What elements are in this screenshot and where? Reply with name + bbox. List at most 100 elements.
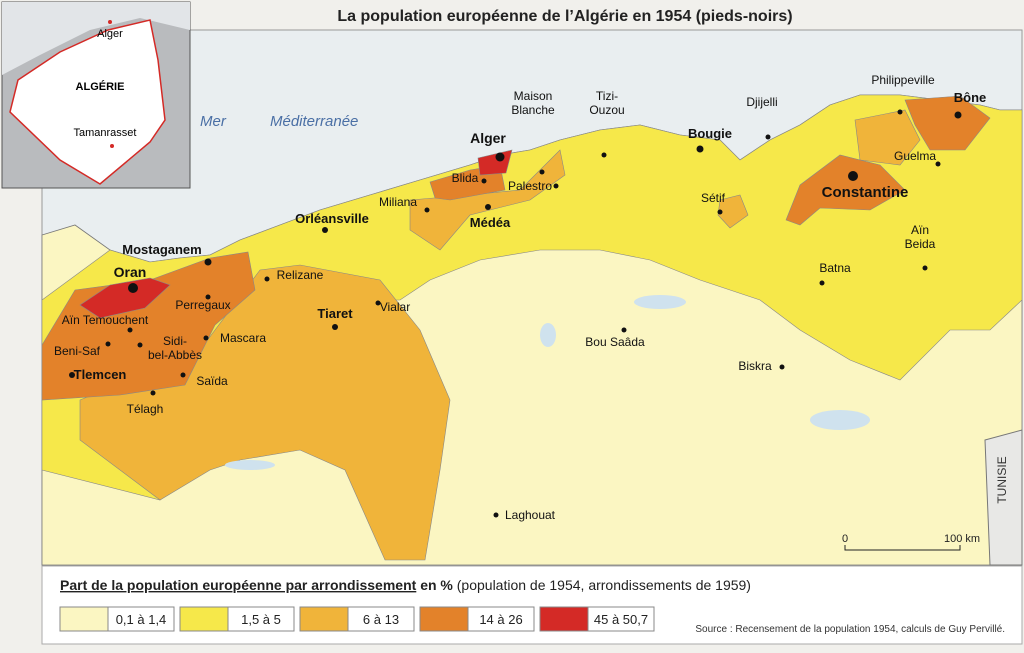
legend-swatch — [299, 606, 349, 632]
place-dot — [485, 204, 491, 210]
place-label: Aïn Temouchent — [62, 313, 149, 327]
legend-items: 0,1 à 1,4 1,5 à 5 6 à 13 14 à 26 45 à 50,7 — [59, 606, 655, 632]
place-label: Tlemcen — [74, 367, 127, 382]
lake — [225, 460, 275, 470]
place-label: Guelma — [894, 149, 936, 163]
place-label: Batna — [819, 261, 851, 275]
place-dot — [553, 183, 559, 189]
inset-algeria — [9, 19, 166, 185]
legend-label: 0,1 à 1,4 — [116, 612, 167, 627]
place-label: Biskra — [738, 359, 772, 373]
place-dot — [819, 280, 825, 286]
inset-label: Alger — [97, 28, 123, 40]
legend-cell — [107, 606, 175, 632]
place-dot — [935, 161, 941, 167]
place-label: Bône — [954, 90, 987, 105]
place-label: Orléansville — [295, 211, 369, 226]
place-label: Perregaux — [175, 298, 230, 312]
place-label: Beni-Saf — [54, 344, 101, 358]
inset-label: ALGÉRIE — [76, 80, 125, 93]
legend-heading: Part de la population européenne par arr… — [60, 577, 751, 593]
place-label: bel-Abbès — [148, 348, 202, 362]
place-dot — [424, 207, 430, 213]
place-label: Bougie — [688, 126, 732, 141]
place-dot — [779, 364, 785, 370]
legend-swatch — [179, 606, 229, 632]
place-dot — [375, 300, 381, 306]
place-dot — [137, 342, 143, 348]
place-label: Relizane — [277, 268, 324, 282]
place-dot — [322, 227, 328, 233]
place-label: Télagh — [127, 402, 164, 416]
place-label: Blida — [452, 171, 479, 185]
place-label: Djijelli — [746, 95, 777, 109]
place-label: Vialar — [380, 300, 410, 314]
place-label: Beida — [905, 237, 936, 251]
place-dot — [332, 324, 338, 330]
place-dot — [105, 341, 111, 347]
neighbor-country — [984, 429, 1023, 566]
legend-cell — [347, 606, 415, 632]
place-label: Médéa — [470, 215, 511, 230]
legend-cell — [587, 606, 655, 632]
place-dot — [495, 152, 505, 162]
legend-title: Part de la population européenne par arr… — [60, 577, 417, 593]
scale-label: 100 km — [944, 533, 980, 545]
title: La population européenne de l’Algérie en… — [337, 8, 792, 25]
sea-label: Mer — [200, 113, 227, 130]
legend-cell — [227, 606, 295, 632]
place-label: Alger — [470, 130, 506, 146]
legend-swatch — [419, 606, 469, 632]
place-label: Miliana — [379, 195, 417, 209]
zone-dark-orange — [904, 95, 991, 151]
place-dot — [621, 327, 627, 333]
scale-bar — [844, 545, 961, 551]
neighbor-label: TUNISIE — [995, 456, 1009, 503]
place-label: Mostaganem — [122, 242, 201, 257]
place-dot — [601, 152, 607, 158]
place-dot — [128, 283, 138, 293]
place-dot — [204, 258, 212, 266]
zone-red — [79, 277, 171, 319]
place-label: Constantine — [822, 184, 909, 201]
place-dot — [765, 134, 771, 140]
lake — [540, 323, 556, 347]
zone-yellow — [41, 94, 1023, 501]
legend-label: 6 à 13 — [363, 612, 399, 627]
place-label: Palestro — [508, 179, 552, 193]
zone-orange — [854, 109, 921, 166]
place-dot — [696, 145, 704, 153]
place-dot — [717, 209, 723, 215]
place-dot — [848, 171, 858, 181]
place-dot — [150, 390, 156, 396]
sea-label: Méditerranée — [270, 113, 358, 130]
place-label: Blanche — [511, 103, 555, 117]
inset-dot — [110, 144, 114, 148]
inset-label: Tamanrasset — [74, 127, 137, 139]
scale-label: 0 — [842, 533, 848, 545]
place-label: Mascara — [220, 331, 266, 345]
legend-swatch — [59, 606, 109, 632]
place-label: Maison — [514, 89, 553, 103]
place-dot — [539, 169, 545, 175]
legend-swatch — [539, 606, 589, 632]
place-dot — [954, 111, 962, 119]
inset-dot — [108, 20, 112, 24]
zone-dark-orange — [785, 154, 906, 226]
place-dot — [481, 178, 487, 184]
legend-cell — [467, 606, 535, 632]
legend-label: 14 à 26 — [479, 612, 522, 627]
lake — [634, 295, 686, 309]
place-label: Ouzou — [589, 103, 624, 117]
place-label: Laghouat — [505, 508, 556, 522]
place-label: Oran — [114, 264, 147, 280]
place-dot — [69, 372, 75, 378]
legend-label: 45 à 50,7 — [594, 612, 648, 627]
legend-note: (population de 1954, arrondissements de … — [457, 577, 751, 593]
place-label: Bou Saâda — [585, 335, 645, 349]
place-label: Aïn — [911, 223, 929, 237]
place-label: Philippeville — [871, 73, 935, 87]
